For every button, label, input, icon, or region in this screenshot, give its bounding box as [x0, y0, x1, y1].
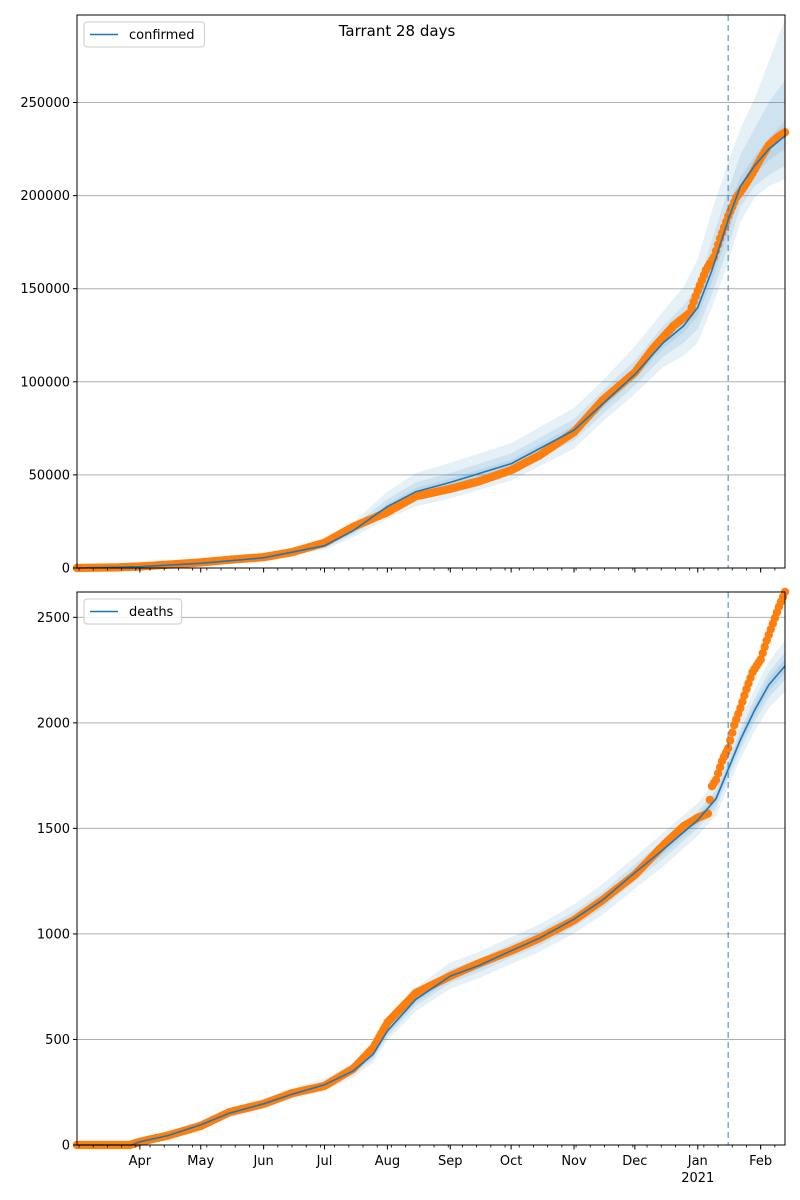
observed-point	[740, 691, 749, 700]
y-tick-label: 2000	[37, 716, 70, 731]
y-tick-label: 150000	[20, 282, 70, 297]
x-tick-label: Jul	[316, 1154, 333, 1169]
observed-point	[726, 736, 735, 745]
x-tick-label: May	[187, 1154, 214, 1169]
x-tick-label: Dec	[622, 1154, 647, 1169]
y-tick-label: 50000	[29, 468, 70, 483]
axes-frame	[76, 14, 786, 569]
observed-point	[705, 795, 715, 805]
x-tick-label: Aug	[375, 1154, 400, 1169]
y-tick-label: 1000	[37, 927, 70, 942]
y-tick-label: 0	[62, 562, 70, 577]
confirmed-panel: 0 50000 100000 150000 200000 250000 confirmed	[20, 14, 790, 577]
x-tick-label: Jun	[252, 1154, 273, 1169]
observed-point	[728, 728, 737, 737]
y-tick-label: 250000	[20, 96, 70, 111]
deaths-panel: 0 500 1000 1500 2000 2500 Apr May Jun Jul Aug Sep Oc…	[37, 587, 790, 1186]
observed-point	[715, 763, 725, 772]
observed-point	[738, 697, 747, 706]
legend-label: deaths	[129, 605, 174, 620]
observed-point	[713, 769, 723, 778]
legend-box	[83, 598, 183, 625]
y-tick-label: 100000	[20, 375, 70, 390]
legend-label: confirmed	[129, 28, 195, 43]
y-tick-label: 2500	[37, 611, 70, 626]
x-tick-label: Feb	[749, 1154, 772, 1169]
x-year-label: 2021	[681, 1171, 714, 1186]
observed-point	[760, 642, 769, 652]
x-tick-label: Sep	[438, 1154, 463, 1169]
axes-frame	[76, 591, 786, 1146]
observed-point	[736, 703, 745, 713]
observed-point	[711, 775, 721, 785]
figure-title: Tarrant 28 days	[338, 22, 456, 40]
x-tick-label: Oct	[500, 1154, 522, 1169]
observed-point	[758, 649, 767, 658]
x-tick-label: Nov	[561, 1154, 587, 1169]
y-tick-label: 1500	[37, 822, 70, 837]
model-line	[76, 135, 786, 569]
legend-box	[83, 21, 205, 48]
uncertainty-band-2	[77, 652, 785, 1145]
uncertainty-band-1	[77, 640, 785, 1145]
y-tick-label: 500	[45, 1033, 70, 1048]
y-tick-label: 200000	[20, 189, 70, 204]
x-tick-label: Apr	[129, 1154, 152, 1169]
x-tick-label: Jan	[687, 1154, 708, 1169]
observed-point	[724, 744, 733, 753]
uncertainty-band-3	[77, 658, 785, 1145]
y-tick-label: 0	[62, 1139, 70, 1154]
observed-point	[756, 655, 765, 664]
model-line	[77, 665, 786, 1146]
